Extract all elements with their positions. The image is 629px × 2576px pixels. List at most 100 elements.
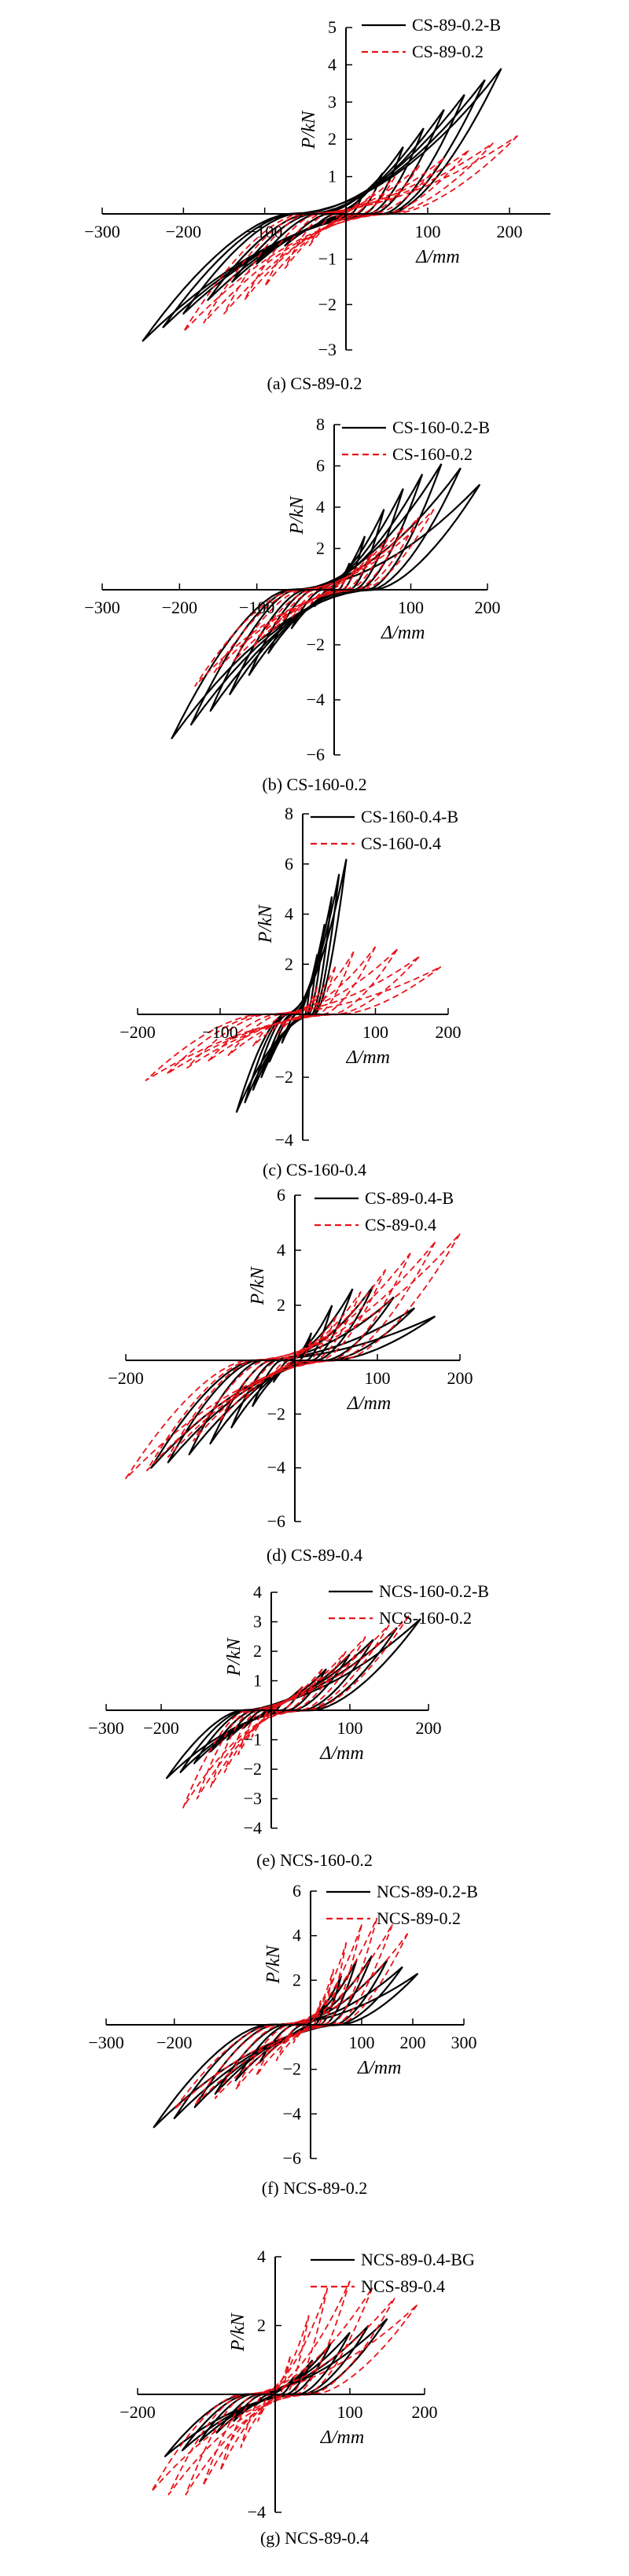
series-cs-89-0-2 <box>182 134 519 333</box>
series-cs-160-0-2-b <box>171 463 481 740</box>
x-tick-label: −100 <box>239 598 274 617</box>
hysteresis-loop-cs-89-0-2-1 <box>182 134 519 333</box>
y-tick-label: 3 <box>253 1612 262 1632</box>
x-tick-label: 200 <box>497 222 523 241</box>
legend-label: CS-89-0.2 <box>412 42 484 61</box>
hysteresis-loop-cs-160-0-4-4 <box>207 946 377 1062</box>
hysteresis-loop-cs-160-0-4-1 <box>145 966 442 1081</box>
hysteresis-loop-cs-89-0-4-3 <box>167 1252 411 1458</box>
y-axis-title: P/kN <box>263 1945 284 1985</box>
y-tick-label: −6 <box>307 745 325 764</box>
hysteresis-loop-cs-160-0-2-b-6 <box>267 509 385 654</box>
legend-label: CS-160-0.4-B <box>361 807 458 826</box>
y-tick-label: 6 <box>285 854 293 874</box>
y-tick-label: −1 <box>244 1730 262 1750</box>
hysteresis-loop-cs-89-0-2-6 <box>284 175 396 270</box>
x-tick-label: 200 <box>412 2402 438 2422</box>
y-tick-label: −4 <box>307 690 325 709</box>
x-tick-label: 200 <box>400 2033 426 2052</box>
chart-panel-2: −300 −200 −100 100 200 −6 −4 −2 2 4 6 8 P/kN Δ/mm CS-1… <box>84 414 500 794</box>
legend-label: CS-160-0.2-B <box>392 418 490 437</box>
x-tick-label: −200 <box>166 222 201 241</box>
hysteresis-loop-cs-89-0-2-3 <box>223 149 469 315</box>
y-tick-label: −2 <box>283 2059 301 2079</box>
series-cs-89-0-4 <box>125 1233 461 1480</box>
x-tick-label: 100 <box>337 1718 363 1738</box>
y-tick-label: 1 <box>253 1671 262 1691</box>
hysteresis-loop-ncs-89-0-2-b-1 <box>153 1972 419 2129</box>
hysteresis-loop-cs-160-0-4-2 <box>165 955 420 1075</box>
hysteresis-loop-cs-160-0-2-6 <box>291 566 359 618</box>
hysteresis-loop-cs-160-0-2-b-8 <box>314 562 351 608</box>
hysteresis-loop-ncs-160-0-2-3 <box>210 1636 366 1788</box>
hysteresis-loop-cs-160-0-2-5 <box>271 552 373 632</box>
x-tick-label: −300 <box>84 598 120 617</box>
y-tick-label: −4 <box>248 2502 266 2522</box>
y-tick-label: 5 <box>328 17 337 37</box>
hysteresis-loop-cs-89-0-2-4 <box>243 157 445 301</box>
x-axis-title: Δ/mm <box>346 1047 390 1068</box>
y-tick-label: 2 <box>277 1295 285 1315</box>
x-axis-title: Δ/mm <box>319 1743 363 1764</box>
chart-panel-6: −300 −200 100 200 300 −6 −4 −2 2 4 6 P/kN Δ/mm NCS-89… <box>88 1881 478 2198</box>
x-tick-label: 100 <box>365 1368 391 1388</box>
y-tick-label: −4 <box>244 1818 262 1838</box>
x-tick-label: 100 <box>362 1022 388 1042</box>
x-tick-label: −200 <box>156 2033 192 2052</box>
x-tick-label: 300 <box>451 2033 477 2052</box>
y-tick-label: 8 <box>316 414 325 434</box>
x-tick-label: 200 <box>447 1368 473 1388</box>
x-tick-label: −300 <box>88 2033 123 2052</box>
hysteresis-loop-ncs-160-0-2-5 <box>237 1668 323 1756</box>
hysteresis-loop-ncs-89-0-4-3 <box>185 2287 373 2496</box>
y-tick-label: 6 <box>292 1881 301 1901</box>
x-tick-label: 200 <box>416 1718 442 1738</box>
chart-caption: (d) CS-89-0.4 <box>267 1545 362 1565</box>
hysteresis-loop-cs-160-0-4-3 <box>186 948 399 1069</box>
x-tick-label: −100 <box>202 1022 237 1042</box>
hysteresis-loop-ncs-89-0-4-7 <box>257 2356 291 2422</box>
chart-caption: (c) CS-160-0.4 <box>263 1160 366 1179</box>
y-tick-label: 2 <box>292 1970 301 1989</box>
y-tick-label: 4 <box>316 497 325 517</box>
chart-caption: (b) CS-160-0.2 <box>262 775 366 794</box>
y-tick-label: 6 <box>316 456 325 476</box>
hysteresis-loop-cs-160-0-2-2 <box>213 517 420 673</box>
series-cs-160-0-4 <box>145 946 442 1081</box>
legend: CS-160-0.2-B CS-160-0.2 <box>342 418 490 464</box>
hysteresis-loop-cs-160-0-2-3 <box>233 527 404 662</box>
legend-label: NCS-160-0.2 <box>379 1608 472 1628</box>
y-tick-label: −3 <box>318 340 337 359</box>
hysteresis-loop-cs-89-0-4-1 <box>125 1233 461 1480</box>
y-axis-title: P/kN <box>287 495 307 535</box>
y-axis-title: P/kN <box>248 1266 268 1306</box>
hysteresis-loop-ncs-160-0-2-7 <box>262 1701 284 1720</box>
legend-label: CS-89-0.4 <box>365 1215 436 1235</box>
legend-label: CS-160-0.4 <box>361 834 441 853</box>
hysteresis-loop-ncs-89-0-4-6 <box>240 2315 310 2449</box>
y-tick-label: 4 <box>253 1582 262 1602</box>
y-axis-title: P/kN <box>256 903 276 944</box>
legend: NCS-89-0.2-B NCS-89-0.2 <box>326 1882 478 1928</box>
legend: CS-160-0.4-B CS-160-0.4 <box>311 807 458 853</box>
hysteresis-loop-cs-89-0-4-2 <box>146 1241 436 1471</box>
chart-panel-4: −200 100 200−6−4−2246P/kNΔ/mmCS-89-0.4-BCS… <box>108 1185 473 1565</box>
hysteresis-loop-cs-89-0-4-b-2 <box>167 1307 416 1463</box>
hysteresis-loop-cs-89-0-2-b-2 <box>162 79 486 329</box>
legend: CS-89-0.2-B CS-89-0.2 <box>362 15 501 61</box>
hysteresis-loop-cs-160-0-4-6 <box>252 966 337 1047</box>
x-axis-title: Δ/mm <box>347 1393 391 1414</box>
chart-panel-7: −200 100 200−424P/kNΔ/mmNCS-89-0.4-BGNCS-8… <box>120 2247 475 2548</box>
x-tick-label: 200 <box>436 1022 462 1042</box>
legend-label: NCS-89-0.4-BG <box>361 2250 475 2269</box>
hysteresis-loop-ncs-89-0-4-2 <box>167 2297 395 2496</box>
legend-label: CS-160-0.2 <box>392 444 473 464</box>
x-tick-label: 100 <box>398 598 424 617</box>
y-tick-label: 2 <box>285 954 293 973</box>
hysteresis-loop-ncs-89-0-2-7 <box>292 2000 322 2044</box>
y-tick-label: −1 <box>318 249 337 269</box>
y-tick-label: 2 <box>257 2316 266 2335</box>
legend-label: CS-89-0.4-B <box>365 1188 454 1208</box>
x-tick-label: −200 <box>120 2402 155 2422</box>
hysteresis-loop-cs-89-0-4-5 <box>218 1290 362 1423</box>
